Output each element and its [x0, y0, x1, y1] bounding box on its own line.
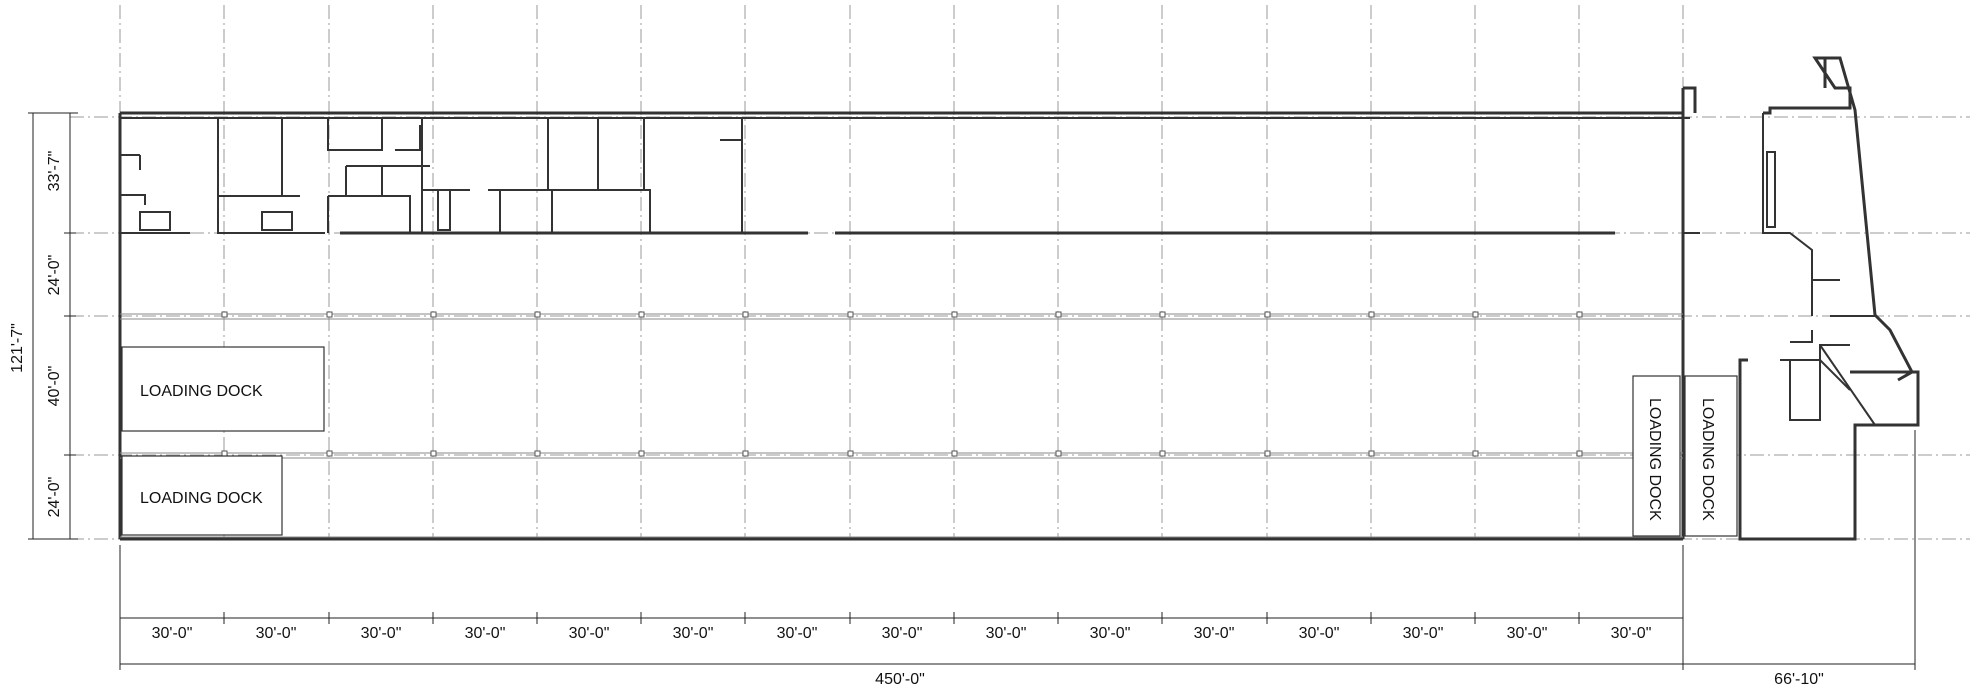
loading-docks: LOADING DOCK LOADING DOCK LOADING DOCK L… [121, 346, 1738, 537]
bay-dimension-6: 30'-0" [673, 625, 714, 642]
left-dimensions: 121'-7" 33'-7" 24'-0" 40'-0" 24'-0" [9, 112, 78, 540]
loading-dock-east-2 [1684, 375, 1738, 537]
left-dimension-4: 24'-0" [46, 477, 63, 518]
bay-dimension-12: 30'-0" [1299, 625, 1340, 642]
bay-dimension-7: 30'-0" [777, 625, 818, 642]
left-dimension-3: 40'-0" [46, 366, 63, 407]
left-dimension-1: 33'-7" [46, 151, 63, 192]
bay-dimension-9: 30'-0" [986, 625, 1027, 642]
building-walls [118, 88, 1690, 541]
office-rooms [120, 118, 743, 234]
left-dimension-2: 24'-0" [46, 255, 63, 296]
bay-dimension-5: 30'-0" [569, 625, 610, 642]
bay-dimension-4: 30'-0" [465, 625, 506, 642]
bay-dimension-2: 30'-0" [256, 625, 297, 642]
east-annex [1683, 56, 1920, 541]
bay-dimension-10: 30'-0" [1090, 625, 1131, 642]
bottom-dimensions: 30'-0" 30'-0" 30'-0" 30'-0" 30'-0" 30'-0… [119, 430, 1916, 688]
overall-length-dimension: 450'-0" [875, 671, 925, 688]
loading-dock-label-3: LOADING DOCK [1646, 398, 1663, 521]
annex-length-dimension: 66'-10" [1774, 671, 1824, 688]
bay-dimension-3: 30'-0" [361, 625, 402, 642]
bay-dimension-11: 30'-0" [1194, 625, 1235, 642]
bay-dimension-1: 30'-0" [152, 625, 193, 642]
bay-dimension-14: 30'-0" [1507, 625, 1548, 642]
loading-dock-west-lower [121, 455, 283, 536]
loading-dock-west-upper [121, 346, 325, 432]
column-markers [221, 311, 1583, 457]
overall-depth-dimension: 121'-7" [9, 323, 26, 373]
bay-dimension-13: 30'-0" [1403, 625, 1444, 642]
vertical-grid-lines [119, 5, 1684, 540]
loading-dock-label-4: LOADING DOCK [1699, 398, 1716, 521]
bay-dimension-15: 30'-0" [1611, 625, 1652, 642]
loading-dock-label-2: LOADING DOCK [140, 490, 263, 507]
bay-dimension-8: 30'-0" [882, 625, 923, 642]
loading-dock-label-1: LOADING DOCK [140, 383, 263, 400]
loading-dock-east-1 [1632, 375, 1681, 537]
